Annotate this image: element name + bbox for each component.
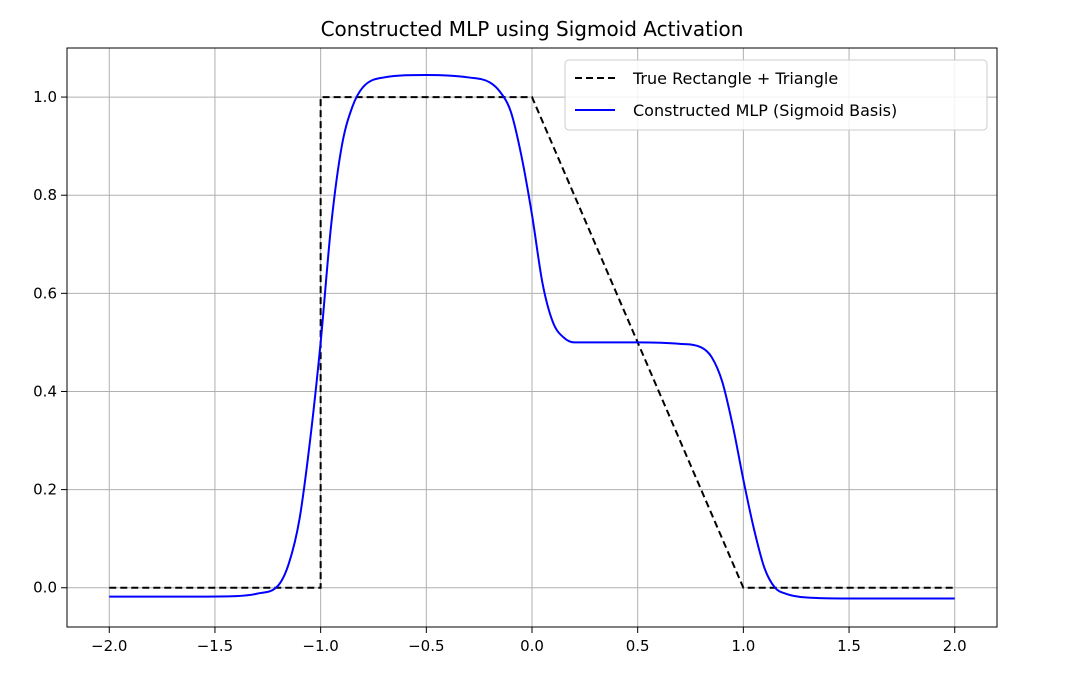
grid-layer [67, 48, 997, 627]
y-tick-label: 0.8 [33, 186, 57, 204]
x-tick-label: 0.5 [626, 637, 650, 655]
mlp-curve-line [109, 73, 955, 600]
y-tick-label: 0.2 [33, 481, 57, 499]
x-tick-label: −1.0 [302, 637, 338, 655]
x-tick-label: 0.0 [520, 637, 544, 655]
true-function-line [109, 96, 955, 589]
x-tick-label: 2.0 [943, 637, 967, 655]
series-layer [109, 73, 955, 600]
y-tick-label: 0.6 [33, 284, 57, 302]
tick-layer: −2.0 −1.5 −1.0 −0.5 0.0 0.5 1.0 1.5 2.0 0.0 0.2 0.4… [33, 88, 967, 655]
legend: True Rectangle + Triangle Constructed MLP… [564, 59, 988, 131]
x-tick-label: −1.5 [197, 637, 233, 655]
x-tick-label: 1.5 [837, 637, 861, 655]
y-tick-label: 0.4 [33, 382, 57, 400]
chart-title: Constructed MLP using Sigmoid Activation [321, 17, 744, 41]
legend-label: True Rectangle + Triangle [632, 69, 838, 88]
x-tick-label: −2.0 [91, 637, 127, 655]
x-tick-label: −0.5 [408, 637, 444, 655]
legend-label: Constructed MLP (Sigmoid Basis) [633, 101, 897, 120]
x-tick-label: 1.0 [731, 637, 755, 655]
y-tick-label: 0.0 [33, 579, 57, 597]
y-tick-label: 1.0 [33, 88, 57, 106]
legend-box [564, 59, 988, 131]
